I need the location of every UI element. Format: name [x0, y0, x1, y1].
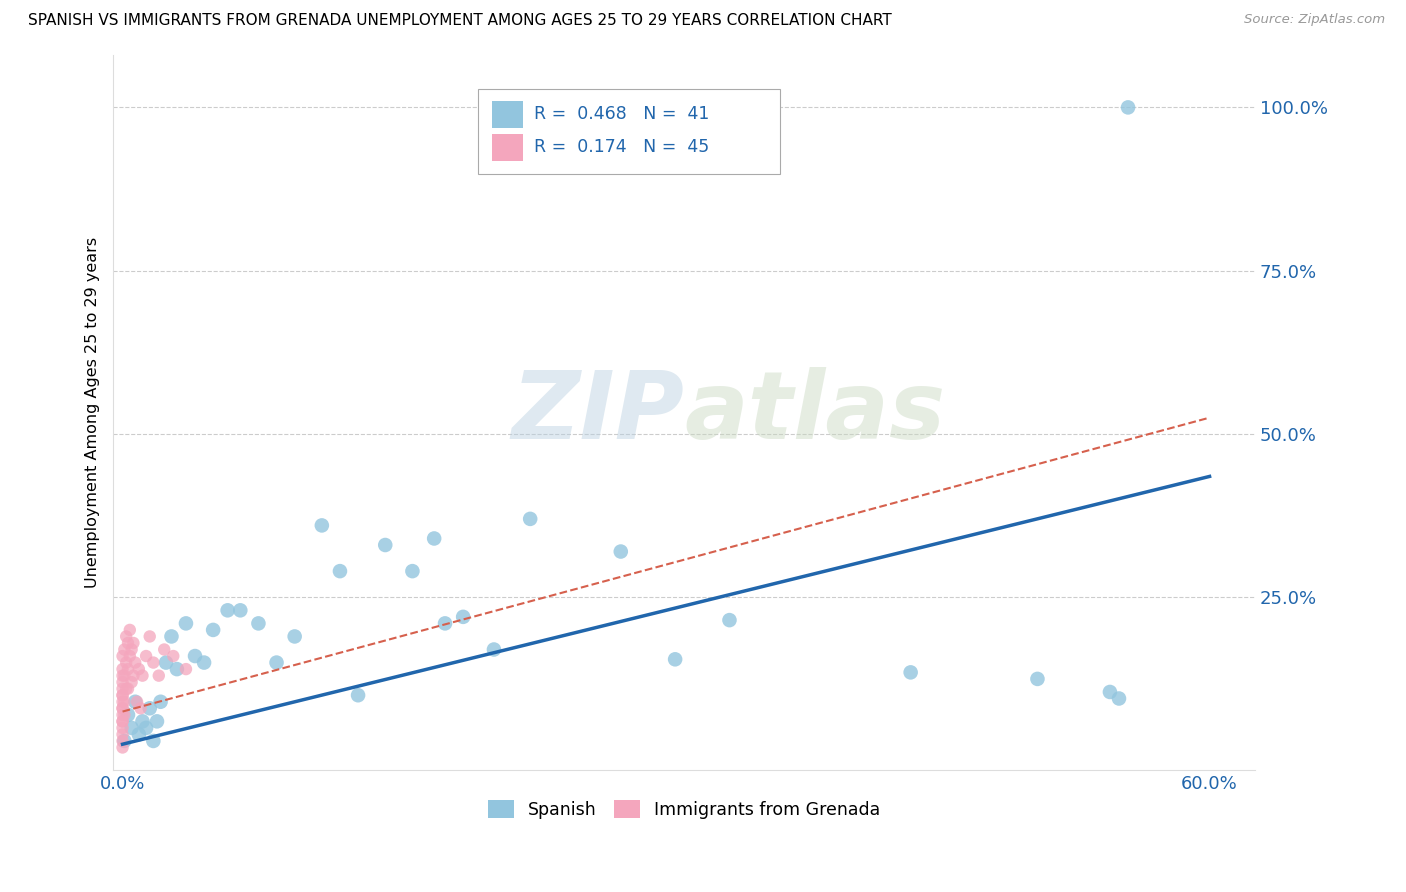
Point: [115, 656, 138, 670]
Point: [610, 544, 633, 558]
Point: [184, 648, 207, 663]
Point: [118, 648, 141, 663]
Point: [284, 630, 307, 644]
Point: [148, 668, 170, 682]
Point: [111, 668, 134, 682]
Point: [118, 623, 141, 637]
Point: [1098, 685, 1121, 699]
Point: [128, 727, 150, 741]
Point: [135, 648, 157, 663]
Point: [174, 662, 197, 676]
Point: [401, 564, 423, 578]
Point: [124, 695, 146, 709]
Point: [111, 695, 134, 709]
Text: R =  0.468   N =  41: R = 0.468 N = 41: [534, 105, 710, 123]
Point: [121, 721, 143, 735]
Point: [112, 734, 135, 748]
Point: [217, 603, 239, 617]
Point: [664, 652, 686, 666]
Point: [229, 603, 252, 617]
Point: [121, 675, 143, 690]
Point: [111, 701, 134, 715]
Point: [155, 656, 177, 670]
Point: [111, 701, 134, 715]
Text: atlas: atlas: [685, 367, 945, 458]
Point: [111, 648, 134, 663]
Point: [124, 656, 146, 670]
Point: [111, 714, 134, 729]
Point: [111, 675, 134, 690]
Point: [1108, 691, 1130, 706]
Point: [166, 662, 188, 676]
Point: [193, 656, 215, 670]
Point: [451, 610, 474, 624]
Point: [117, 662, 139, 676]
Point: [112, 707, 135, 722]
Point: [202, 623, 225, 637]
Point: [266, 656, 288, 670]
Point: [111, 740, 134, 755]
Point: [111, 662, 134, 676]
Point: [115, 681, 138, 696]
Point: [423, 532, 446, 546]
Point: [311, 518, 333, 533]
Point: [138, 630, 160, 644]
Point: [138, 701, 160, 715]
Point: [146, 714, 169, 729]
Point: [434, 616, 457, 631]
Point: [122, 668, 145, 682]
Point: [128, 662, 150, 676]
Point: [142, 734, 165, 748]
Point: [135, 721, 157, 735]
Point: [329, 564, 352, 578]
Text: Source: ZipAtlas.com: Source: ZipAtlas.com: [1244, 13, 1385, 27]
Point: [482, 642, 505, 657]
Y-axis label: Unemployment Among Ages 25 to 29 years: Unemployment Among Ages 25 to 29 years: [86, 237, 100, 589]
Point: [1116, 100, 1139, 114]
Point: [131, 714, 153, 729]
Point: [111, 721, 134, 735]
Point: [900, 665, 922, 680]
Point: [115, 630, 138, 644]
Point: [162, 648, 184, 663]
Point: [122, 636, 145, 650]
Point: [718, 613, 741, 627]
Point: [131, 668, 153, 682]
Point: [1026, 672, 1049, 686]
Point: [111, 707, 134, 722]
Text: ZIP: ZIP: [512, 367, 685, 458]
Legend: Spanish, Immigrants from Grenada: Spanish, Immigrants from Grenada: [481, 793, 887, 826]
Point: [111, 714, 134, 729]
Point: [111, 734, 134, 748]
Point: [112, 642, 135, 657]
Point: [347, 688, 370, 702]
Point: [111, 688, 134, 702]
Point: [519, 512, 541, 526]
Point: [112, 695, 135, 709]
Point: [125, 695, 148, 709]
Point: [247, 616, 270, 631]
Point: [112, 668, 135, 682]
Point: [117, 636, 139, 650]
Text: SPANISH VS IMMIGRANTS FROM GRENADA UNEMPLOYMENT AMONG AGES 25 TO 29 YEARS CORREL: SPANISH VS IMMIGRANTS FROM GRENADA UNEMP…: [28, 13, 891, 29]
Point: [117, 707, 139, 722]
Point: [160, 630, 183, 644]
Point: [142, 656, 165, 670]
Point: [129, 701, 152, 715]
Text: R =  0.174   N =  45: R = 0.174 N = 45: [534, 138, 710, 156]
Point: [121, 642, 143, 657]
Point: [111, 681, 134, 696]
Point: [111, 727, 134, 741]
Point: [117, 681, 139, 696]
Point: [111, 688, 134, 702]
Point: [374, 538, 396, 552]
Point: [174, 616, 197, 631]
Point: [149, 695, 172, 709]
Point: [153, 642, 176, 657]
